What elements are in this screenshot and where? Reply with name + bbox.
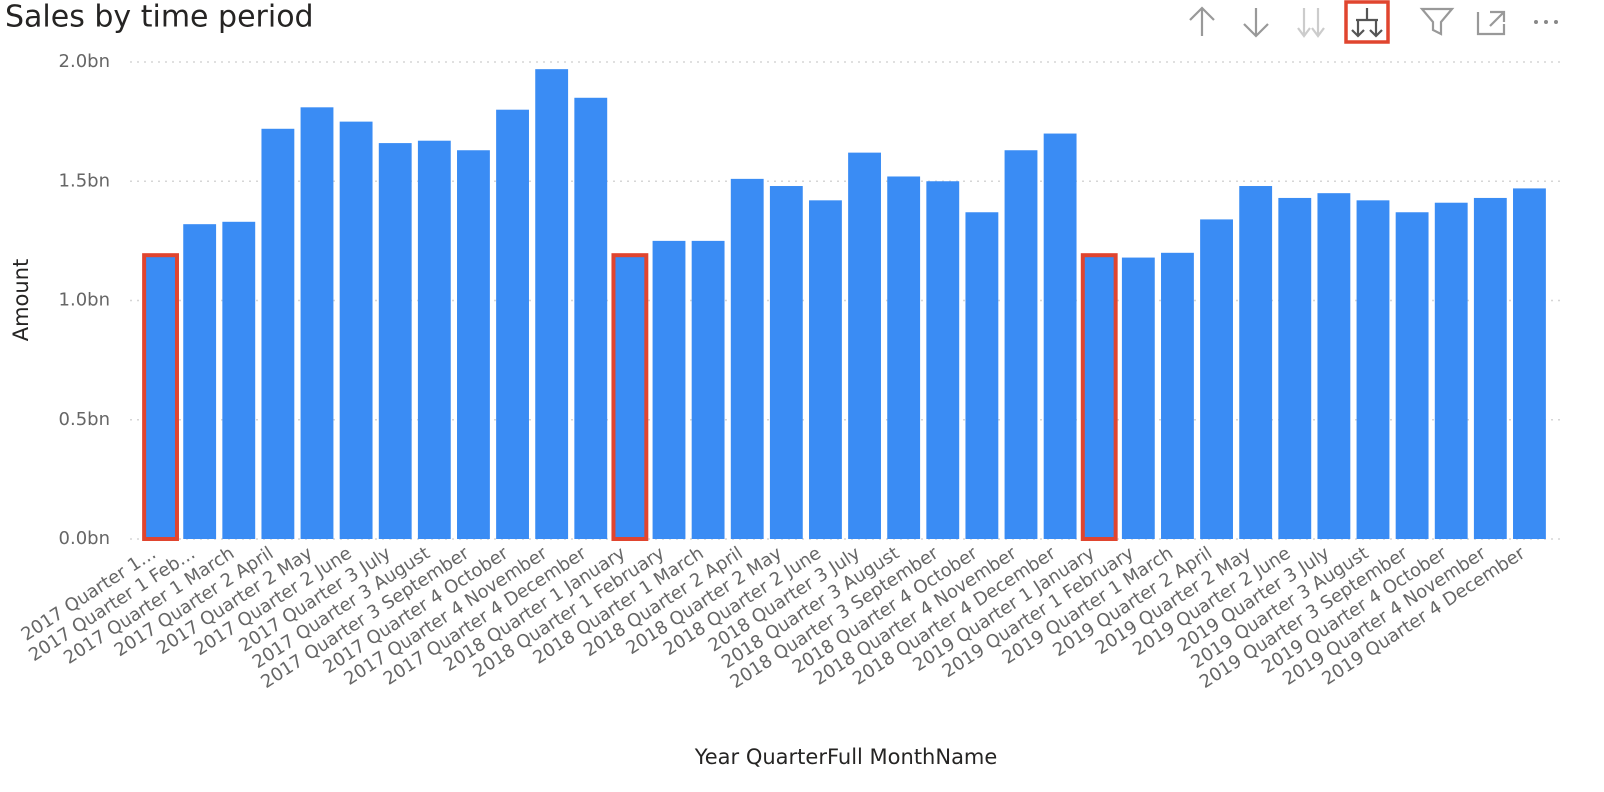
bar bbox=[457, 150, 490, 539]
y-tick-label: 1.0bn bbox=[59, 290, 110, 311]
y-tick-label: 2.0bn bbox=[59, 51, 110, 72]
bar bbox=[809, 200, 842, 539]
toolbar bbox=[1189, 0, 1558, 44]
bar bbox=[848, 152, 881, 539]
bar bbox=[261, 128, 295, 539]
bar bbox=[222, 221, 256, 540]
drill-up-icon[interactable] bbox=[1189, 6, 1215, 36]
filter-icon[interactable] bbox=[1419, 7, 1455, 36]
bar bbox=[417, 140, 451, 539]
bar bbox=[1200, 219, 1233, 539]
bar bbox=[1043, 133, 1077, 540]
bar bbox=[926, 181, 960, 539]
drill-down-icon[interactable] bbox=[1243, 8, 1269, 38]
bar bbox=[1395, 212, 1429, 539]
y-axis-title: Amount bbox=[9, 259, 33, 342]
bar bbox=[1356, 200, 1390, 539]
bar bbox=[574, 97, 608, 540]
next-level-icon[interactable] bbox=[1297, 8, 1325, 38]
bar bbox=[1121, 257, 1155, 539]
expand-all-icon[interactable] bbox=[1351, 8, 1383, 38]
bar bbox=[1278, 197, 1312, 539]
focus-icon[interactable] bbox=[1476, 10, 1506, 36]
chart-title: Sales by time period bbox=[5, 0, 314, 35]
bar bbox=[1317, 193, 1351, 540]
y-tick-label: 0.0bn bbox=[59, 528, 110, 549]
bar bbox=[730, 178, 764, 540]
bar bbox=[965, 212, 999, 539]
y-tick-label: 0.5bn bbox=[59, 409, 110, 430]
bar bbox=[1004, 150, 1038, 539]
bar bbox=[496, 109, 529, 539]
bar bbox=[1513, 188, 1546, 539]
bar bbox=[611, 253, 649, 541]
bar bbox=[1434, 202, 1468, 539]
bar bbox=[1080, 253, 1118, 541]
bar bbox=[535, 69, 569, 539]
bar bbox=[1161, 252, 1194, 540]
bar bbox=[652, 240, 686, 539]
y-tick-label: 1.5bn bbox=[59, 170, 110, 191]
expand-icon-highlight bbox=[1344, 0, 1390, 44]
bar bbox=[1473, 197, 1507, 539]
bar bbox=[339, 121, 373, 539]
bar bbox=[378, 143, 412, 539]
more-icon[interactable] bbox=[1534, 20, 1558, 24]
bar bbox=[183, 224, 217, 539]
bar bbox=[300, 107, 334, 539]
x-axis-title: Year QuarterFull MonthName bbox=[694, 745, 998, 769]
bar bbox=[887, 176, 921, 540]
bar bbox=[1239, 186, 1273, 539]
bar bbox=[769, 186, 803, 539]
bar bbox=[142, 253, 179, 541]
bar bbox=[691, 240, 725, 539]
